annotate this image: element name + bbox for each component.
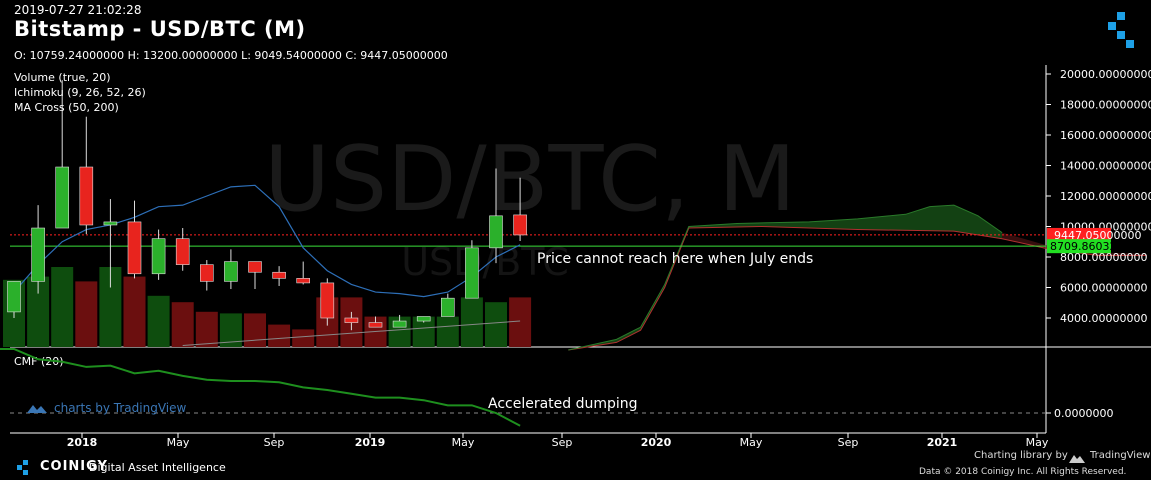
candles (7, 80, 527, 331)
x-tick-label: May (167, 436, 190, 449)
last-price-badge (1047, 227, 1111, 242)
volume-bar (244, 313, 266, 347)
candle-body (368, 322, 383, 328)
indicator-ichimoku[interactable]: Ichimoku (9, 26, 52, 26) (14, 86, 146, 99)
y-tick-label: 12000.00000000 (1060, 190, 1151, 203)
support-badge-text: 8709.86032066 (1050, 240, 1137, 253)
axes: 20000.00000000 18000.00000000 16000.000000… (67, 68, 1151, 449)
tradingview-label: TradingView (1090, 450, 1151, 461)
candle-body (31, 227, 45, 282)
watermark-small: USD/BTC (401, 240, 569, 284)
candle-body (272, 271, 286, 279)
cmf-label: CMF (20) (14, 355, 64, 368)
x-tick-label: Sep (264, 436, 285, 449)
volume-bar (123, 276, 146, 347)
candle-body (7, 281, 21, 313)
candle-body (465, 247, 479, 299)
candle-body (175, 238, 190, 265)
y-tick-label: 16000.00000000 (1060, 129, 1151, 142)
coinigy-footer-icon (14, 459, 36, 475)
volume-bar (436, 316, 459, 347)
y-tick-label: 6000.00000000 (1060, 282, 1147, 295)
annotation-cmf-note: Accelerated dumping (488, 396, 638, 412)
tradingview-small-icon (1068, 449, 1086, 463)
x-tick-label: May (1026, 436, 1049, 449)
last-price-badge-text: 9447.05000000 (1054, 229, 1141, 242)
volume-bar (268, 324, 291, 347)
x-tick-label: 2018 (67, 436, 98, 449)
candle-body (320, 282, 335, 319)
candle-body (416, 316, 431, 322)
coinigy-logo-icon (1090, 0, 1151, 62)
coinigy-brand: COINIGY (40, 459, 108, 474)
x-tick-label: May (452, 436, 475, 449)
candle-body (440, 297, 455, 317)
volume-bar (485, 302, 507, 347)
candle-body (296, 278, 311, 284)
volume-bar (147, 295, 170, 347)
candle-body (489, 215, 503, 249)
y-tick-label: 4000.00000000 (1060, 312, 1147, 325)
y-tick-label: 14000.00000000 (1060, 160, 1151, 173)
candle-body (103, 221, 118, 226)
timestamp: 2019-07-27 21:02:28 (14, 3, 142, 17)
cloud-upper-edge (568, 204, 1003, 351)
tradingview-cloud-icon (25, 400, 49, 414)
x-tick-label: 2019 (355, 436, 386, 449)
x-tick-label: 2021 (927, 436, 958, 449)
candle-body (344, 317, 359, 323)
y-tick-label: 8000.00000000 (1060, 251, 1147, 264)
watermark-group: USD/BTC, M USD/BTC (264, 127, 796, 284)
candle-body (248, 261, 262, 273)
x-tick-label: Sep (838, 436, 859, 449)
support-badge (1047, 239, 1111, 254)
volume-bar (195, 311, 218, 347)
candle-body (55, 166, 70, 229)
indicator-volume[interactable]: Volume (true, 20) (14, 71, 111, 84)
volume-bar (75, 281, 98, 347)
volume-bar (51, 267, 74, 347)
cloud-green (568, 205, 1003, 351)
copyright-text: Data © 2018 Coinigy Inc. All Rights Rese… (919, 467, 1127, 477)
coinigy-tagline: Digital Asset Intelligence (89, 461, 226, 474)
x-tick-label: Sep (552, 436, 573, 449)
cmf-line (0, 348, 521, 427)
volume-bar (460, 297, 483, 347)
charting-library-label: Charting library by (974, 450, 1068, 461)
annotation-price-note: Price cannot reach here when July ends (537, 251, 813, 267)
y-tick-label: 20000.00000000 (1060, 68, 1151, 81)
x-tick-label: 2020 (641, 436, 672, 449)
candle-body (127, 221, 142, 275)
x-tick-label: May (740, 436, 763, 449)
ma200-line (182, 320, 521, 346)
chart-title: Bitstamp - USD/BTC (M) (14, 17, 306, 41)
tradingview-watermark: charts by TradingView (54, 401, 187, 415)
watermark-big: USD/BTC, M (264, 127, 796, 232)
candle-body (392, 320, 407, 328)
volume-bar (412, 316, 435, 347)
volume-bar (99, 267, 122, 347)
candle-body (513, 214, 527, 236)
volume-bar (509, 297, 532, 347)
cmf-pane: CMF (20) 0.0000000 Accelerated dumping (0, 348, 1114, 427)
y-tick-label: 18000.00000000 (1060, 99, 1151, 112)
volume-bar (292, 329, 315, 347)
ma50-line (13, 184, 521, 298)
volume-bar (171, 302, 194, 347)
candle-body (200, 264, 214, 282)
cmf-tick-label: 0.0000000 (1054, 407, 1114, 420)
volume-bar (27, 276, 50, 347)
candle-body (151, 238, 166, 275)
indicator-ma-cross[interactable]: MA Cross (50, 200) (14, 101, 119, 114)
candle-body (224, 261, 238, 282)
ohlc-readout: O: 10759.24000000 H: 13200.00000000 L: 9… (14, 49, 448, 62)
candle-body (79, 166, 94, 226)
volume-bar (219, 313, 242, 347)
